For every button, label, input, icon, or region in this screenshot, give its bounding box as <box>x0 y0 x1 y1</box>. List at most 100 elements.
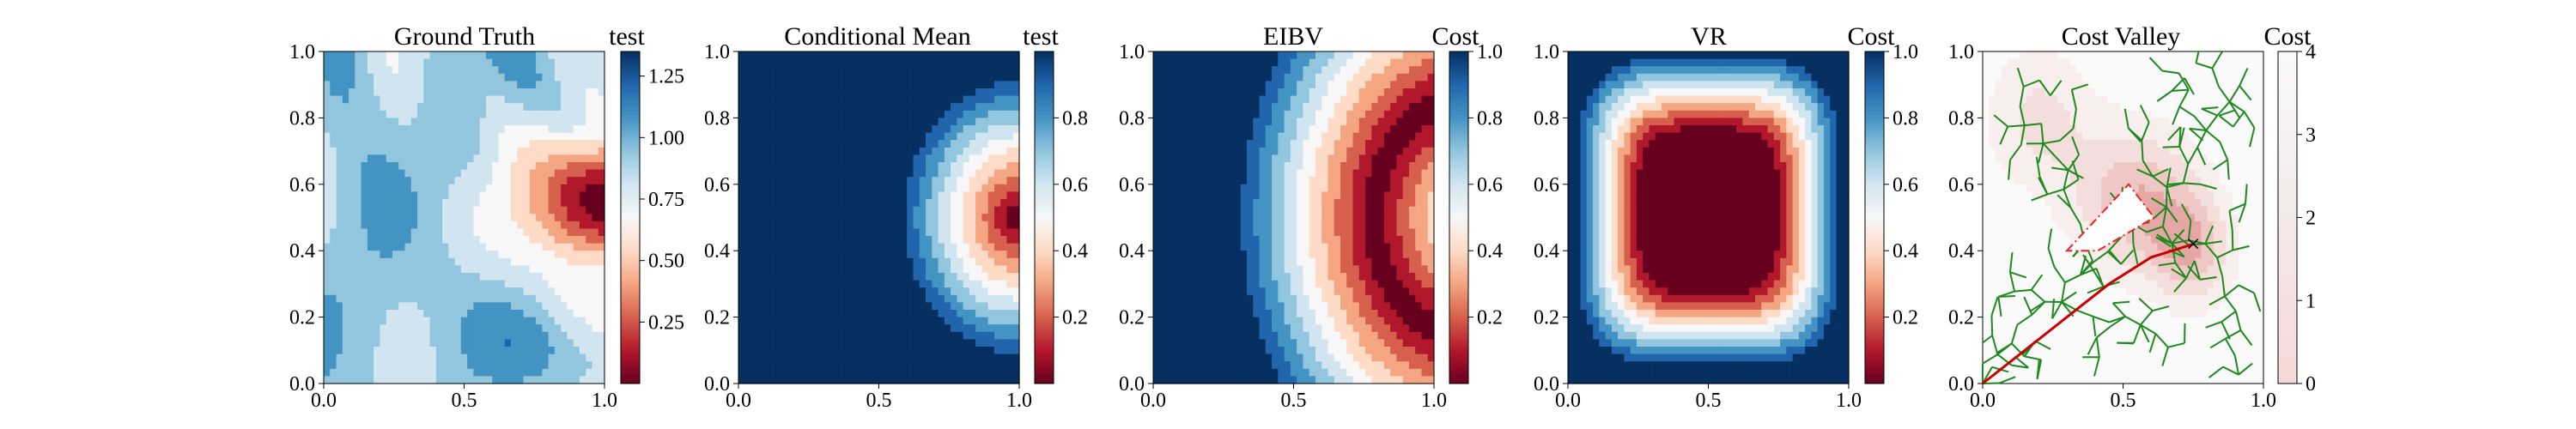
heatmap-cell <box>511 199 518 208</box>
heatmap-cell <box>342 132 349 141</box>
heatmap-cell <box>330 317 337 325</box>
heatmap-cell <box>448 347 456 355</box>
heatmap-cell <box>448 310 456 318</box>
heatmap-cell <box>1178 73 1185 82</box>
heatmap-cell <box>987 103 995 112</box>
heatmap-cell <box>561 273 568 281</box>
heatmap-cell <box>1358 132 1366 141</box>
heatmap-cell <box>981 280 989 288</box>
heatmap-cell <box>598 324 605 333</box>
heatmap-cell <box>993 103 1001 112</box>
heatmap-cell <box>435 169 443 178</box>
heatmap-cell <box>324 206 331 214</box>
heatmap-cell <box>429 243 437 251</box>
heatmap-cell <box>975 228 982 237</box>
heatmap-cell <box>806 228 814 237</box>
heatmap-cell <box>386 376 393 384</box>
heatmap-cell <box>374 339 380 347</box>
heatmap-cell <box>800 243 808 251</box>
heatmap-cell <box>913 257 920 266</box>
heatmap-cell <box>1427 169 1435 178</box>
heatmap-cell <box>448 118 456 126</box>
heatmap-cell <box>561 280 568 288</box>
heatmap-cell <box>523 302 531 311</box>
heatmap-cell <box>1209 58 1217 67</box>
heatmap-cell <box>1315 81 1322 89</box>
heatmap-cell <box>330 147 337 155</box>
heatmap-cell <box>361 147 368 155</box>
heatmap-cell <box>504 251 512 259</box>
heatmap-cell <box>392 88 399 97</box>
heatmap-cell <box>781 221 789 229</box>
heatmap-cell <box>448 376 456 384</box>
heatmap-cell <box>894 162 902 171</box>
heatmap-cell <box>336 324 343 333</box>
heatmap-cell <box>850 280 858 288</box>
heatmap-cell <box>932 280 939 288</box>
heatmap-cell <box>825 132 833 141</box>
heatmap-cell <box>913 310 920 318</box>
heatmap-cell <box>330 184 337 192</box>
heatmap-cell <box>460 257 468 266</box>
heatmap-cell <box>492 154 500 163</box>
heatmap-cell <box>542 110 550 118</box>
heatmap-cell <box>744 280 752 288</box>
heatmap-cell <box>517 236 525 245</box>
heatmap-cell <box>386 214 393 222</box>
heatmap-cell <box>1383 51 1391 60</box>
heatmap-cell <box>355 125 362 134</box>
heatmap-cell <box>951 103 957 112</box>
heatmap-cell <box>561 287 568 296</box>
heatmap-cell <box>1240 169 1248 178</box>
heatmap-cell <box>781 88 789 97</box>
heatmap-cell <box>1196 103 1204 112</box>
heatmap-cell <box>392 206 399 214</box>
heatmap-cell <box>504 214 512 222</box>
heatmap-cell <box>504 228 512 237</box>
heatmap-cell <box>832 154 839 163</box>
heatmap-cell <box>479 184 487 192</box>
heatmap-cell <box>993 243 1001 251</box>
heatmap-cell <box>981 265 989 274</box>
heatmap-cell <box>404 206 412 214</box>
heatmap-cell <box>1265 95 1273 104</box>
heatmap-cell <box>788 324 795 333</box>
heatmap-cell <box>963 257 970 266</box>
heatmap-cell <box>548 184 556 192</box>
heatmap-cell <box>349 81 355 89</box>
heatmap-cell <box>1000 125 1008 134</box>
heatmap-cell <box>586 140 593 148</box>
heatmap-cell <box>1290 73 1297 82</box>
heatmap-cell <box>473 280 481 288</box>
heatmap-cell <box>1377 169 1385 178</box>
heatmap-cell <box>324 287 331 296</box>
heatmap-cell <box>944 125 951 134</box>
heatmap-cell <box>349 169 355 178</box>
heatmap-cell <box>504 103 512 112</box>
heatmap-cell <box>1215 66 1223 75</box>
heatmap-cell <box>361 51 368 60</box>
heatmap-cell <box>404 228 412 237</box>
heatmap-cell <box>1153 154 1160 163</box>
heatmap-cell <box>744 368 752 377</box>
heatmap-cell <box>523 125 531 134</box>
heatmap-cell <box>398 251 406 259</box>
heatmap-cell <box>907 251 914 259</box>
heatmap-cell <box>548 88 556 97</box>
heatmap-cell <box>442 310 449 318</box>
heatmap-cell <box>1178 88 1185 97</box>
heatmap-cell <box>1000 280 1008 288</box>
heatmap-cell <box>1321 58 1329 67</box>
y-axis-ticks: 0.00.20.40.60.81.0 <box>289 41 324 396</box>
heatmap-cell <box>1265 147 1273 155</box>
heatmap-cell <box>324 73 331 82</box>
heatmap-cell <box>919 66 927 75</box>
heatmap-cell <box>788 221 795 229</box>
heatmap-cell <box>963 140 970 148</box>
heatmap-cell <box>579 125 586 134</box>
heatmap-cell <box>523 287 531 296</box>
heatmap-cell <box>561 368 568 377</box>
heatmap-cell <box>473 265 481 274</box>
heatmap-cell <box>987 280 995 288</box>
heatmap-cell <box>981 228 989 237</box>
